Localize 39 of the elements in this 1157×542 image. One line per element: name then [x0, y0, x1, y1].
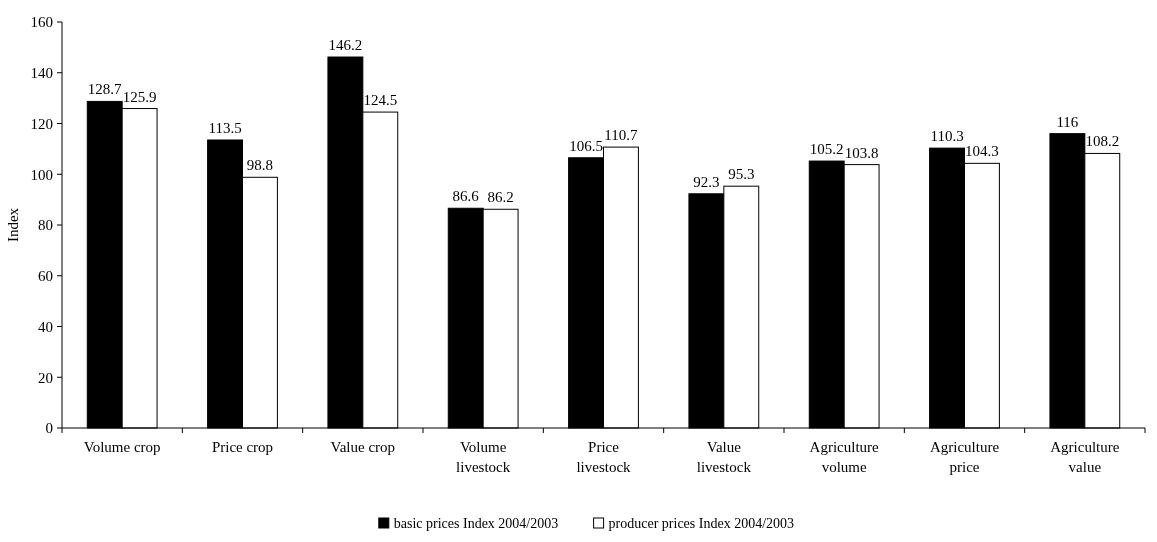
legend-label: producer prices Index 2004/2003	[608, 516, 795, 531]
y-tick-label: 20	[38, 369, 53, 386]
x-tick-label: Agriculture volume	[809, 439, 880, 475]
data-label: 110.3	[930, 128, 964, 145]
y-tick-label: 100	[30, 166, 53, 183]
data-label: 86.6	[452, 188, 480, 205]
data-label: 104.3	[965, 143, 999, 160]
x-tick-label: Volume crop	[83, 439, 161, 455]
x-tick-label: Value crop	[330, 439, 396, 455]
data-label: 98.8	[246, 157, 274, 174]
data-label: 128.7	[87, 81, 123, 98]
data-label: 103.8	[844, 144, 879, 161]
x-tick-label: Price livestock	[576, 439, 632, 475]
y-tick-label: 140	[30, 65, 53, 81]
data-label: 124.5	[363, 92, 398, 109]
x-tick-label: Agriculture price	[929, 439, 1000, 475]
data-label: 108.2	[1085, 133, 1120, 150]
x-tick-label: Agriculture value	[1050, 439, 1120, 475]
x-tick-label: Volume livestock	[456, 439, 511, 475]
x-tick-label: Price crop	[211, 439, 274, 455]
y-axis-title: Index	[5, 207, 21, 243]
data-label: 106.5	[569, 137, 603, 154]
data-label: 86.2	[487, 189, 514, 206]
x-tick-label: Value livestock	[696, 439, 752, 475]
data-label: 116	[1056, 113, 1079, 130]
y-tick-label: 120	[30, 115, 53, 132]
data-label: 110.7	[604, 127, 639, 144]
y-tick-label: 60	[38, 268, 53, 284]
y-tick-label: 40	[38, 318, 53, 335]
y-tick-label: 80	[38, 217, 53, 234]
data-label: 125.9	[122, 88, 157, 105]
data-label: 95.3	[728, 166, 755, 183]
data-label: 113.5	[208, 119, 242, 136]
y-tick-label: 160	[30, 14, 53, 31]
y-tick-label: 0	[45, 420, 53, 437]
data-label: 105.2	[809, 141, 844, 158]
data-label: 146.2	[328, 37, 363, 54]
data-label: 92.3	[693, 173, 720, 190]
legend-label: basic prices Index 2004/2003	[393, 516, 559, 531]
